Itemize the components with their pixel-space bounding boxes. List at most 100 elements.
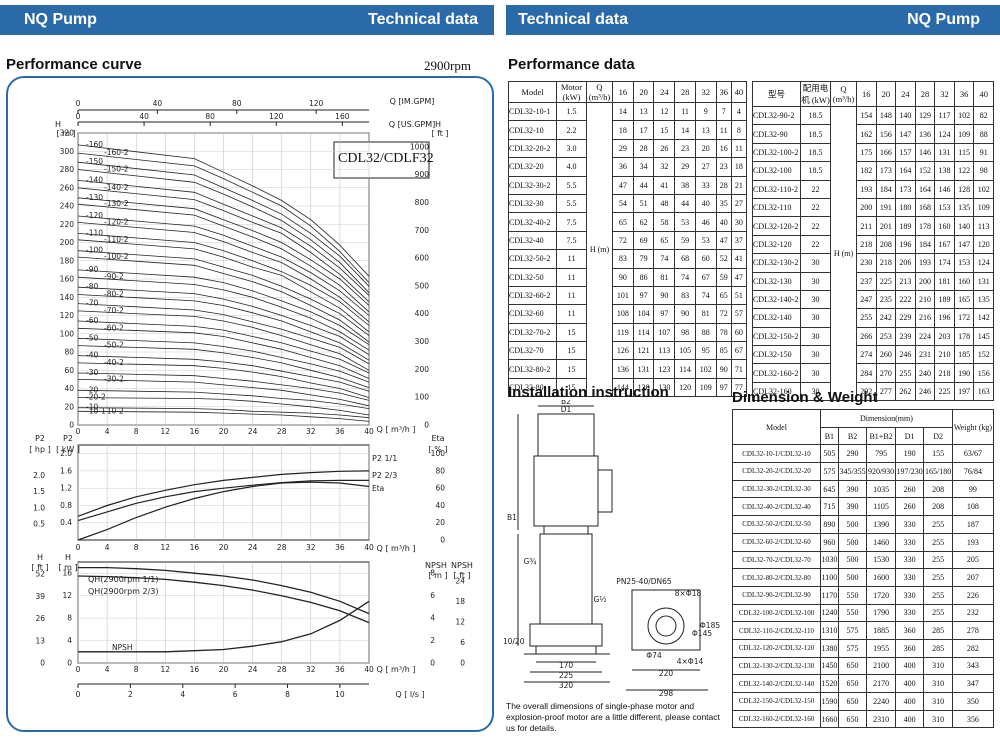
head-value-cell: 81 [694,304,717,324]
head-value-cell: 13 [632,101,655,122]
n-x-tick-label: 36 [335,665,345,674]
dim-value-cell: 650 [837,692,868,711]
p-kw-tick-label: 1.2 [60,484,72,493]
h-curve-30-2 [77,379,370,407]
dim-value-cell: 1030 [820,550,839,570]
dim-value-cell: 390 [837,479,868,499]
h-unit-cell: H (m) [586,101,613,398]
dim-model-cell: CDL32-30-2/CDL32-30 [732,479,821,499]
table-row: CDL32-160 30 292 277 262 246 225 197 163 [752,381,994,402]
dim-col-header: B2 [837,426,868,446]
dim-header-row-1: Model Dimension(mm) Weight (kg) [732,408,995,446]
header-cell: 28 [914,81,936,107]
install-dim-label: B1 [507,513,517,522]
table-row: CDL32-90-2 18.5 H (m) 154 148 140 129 117 102 82 [752,105,994,402]
table-row: CDL32-60 11 108 104 97 90 81 72 57 [508,304,748,324]
head-value-cell: 9 [694,101,717,122]
head-value-cell: 74 [694,285,717,306]
dim-value-cell: 310 [923,709,953,729]
dim-value-cell: 345/355 [837,462,868,481]
head-value-cell: 129 [914,105,936,126]
table-row: CDL32-50 11 90 86 81 74 67 59 47 [508,267,748,287]
head-value-cell: 173 [875,161,897,181]
head-value-cell: 90 [674,304,696,324]
head-value-cell: 147 [953,234,975,255]
dim-value-cell: 330 [894,568,925,587]
model-cell: CDL32-140-2 [752,289,801,310]
install-dim-label: 225 [559,671,574,680]
head-value-cell: 109 [694,377,717,398]
head-value-cell: 237 [856,271,877,291]
dim-weight-header: Weight (kg) [951,408,995,446]
table-row: CDL32-110-2 22 193 184 173 164 146 128 102 [752,179,994,199]
head-value-cell: 239 [895,326,916,347]
model-cell: CDL32-70-2 [508,322,557,343]
table-header-row: 型号 配用电机 (kW) Q (m³/h) 16 20 24 28 32 36 40 [752,81,994,107]
p-x-tick-label: 12 [161,543,171,552]
head-value-cell: 101 [612,285,634,306]
model-cell: CDL32-20 [508,157,557,177]
h-curve-90 [77,269,370,346]
n-ft-tick-label: 0 [40,659,45,668]
dimension-weight-table: Model Dimension(mm) Weight (kg) B1 B2 B1+B2 D1… [732,408,995,729]
head-value-cell: 131 [973,271,994,291]
header-cell: 20 [632,81,655,103]
head-value-cell: 131 [934,142,955,163]
dim-value-cell: 1310 [820,621,839,640]
h-curve-80 [77,286,370,356]
dim-value-cell: 310 [923,692,953,711]
h-curve-label: -140-2 [104,183,129,192]
dim-value-cell: 400 [894,692,925,711]
model-cell: CDL32-50-2 [508,249,557,269]
motor-cell: 15 [556,377,587,398]
model-cell: CDL32-110 [752,197,801,218]
brand-right: NQ Pump [907,11,980,28]
head-value-cell: 193 [856,179,877,199]
head-value-cell: 38 [674,175,696,195]
head-value-cell: 185 [953,345,975,365]
dim-value-cell: 1520 [820,674,839,693]
head-value-cell: 140 [895,105,916,126]
dim-value-cell: 208 [923,497,953,517]
head-value-cell: 174 [934,253,955,273]
usgpm-tick-label: 120 [269,112,284,121]
h-curve-10 [77,407,370,419]
head-value-cell: 160 [953,271,975,291]
head-value-cell: 59 [715,267,732,287]
head-value-cell: 14 [674,120,696,140]
dim-value-cell: 400 [894,656,925,676]
h-curve-50-2 [77,345,370,388]
h-left-unit: H [55,120,61,129]
head-value-cell: 136 [612,359,634,379]
head-value-cell: 34 [632,157,655,177]
install-dim-label: 320 [559,681,574,690]
h-m-tick-label: 200 [60,238,75,247]
motor-cell: 30 [800,326,831,347]
h-right-unit: H [435,120,441,129]
header-cell: Q (m³/h) [830,81,857,107]
head-value-cell: 119 [612,322,634,343]
model-cell: CDL32-60-2 [508,285,557,306]
n-h-ft-label: H [37,553,43,562]
n-x-tick-label: 20 [219,665,229,674]
head-value-cell: 270 [875,363,897,383]
dim-value-cell: 260 [894,479,925,499]
head-value-cell: 122 [953,161,975,181]
head-value-cell: 11 [715,120,732,140]
h-ft-tick-label: 400 [415,309,430,318]
h-ft-tick-label: 300 [415,337,430,346]
dim-value-cell: 400 [894,709,925,729]
h-curve-label: -10 [86,403,98,412]
p-hp-tick-label: 0.5 [33,519,45,528]
head-value-cell: 71 [730,359,748,379]
performance-table-right: 型号 配用电机 (kW) Q (m³/h) 16 20 24 28 32 36 40 CDL32-9… [752,81,994,402]
h-curve-label: -160-2 [104,148,129,157]
h-ft-tick-label: 0 [424,421,429,430]
installation-note: The overall dimensions of single-phase m… [506,701,720,733]
dim-value-cell: 500 [837,568,868,587]
head-value-cell: 23 [674,138,696,159]
head-value-cell: 79 [632,249,655,269]
head-value-cell: 225 [934,381,955,402]
n-npsh-ft-unit: [ ft ] [453,571,470,580]
dim-value-cell: 715 [820,497,839,517]
